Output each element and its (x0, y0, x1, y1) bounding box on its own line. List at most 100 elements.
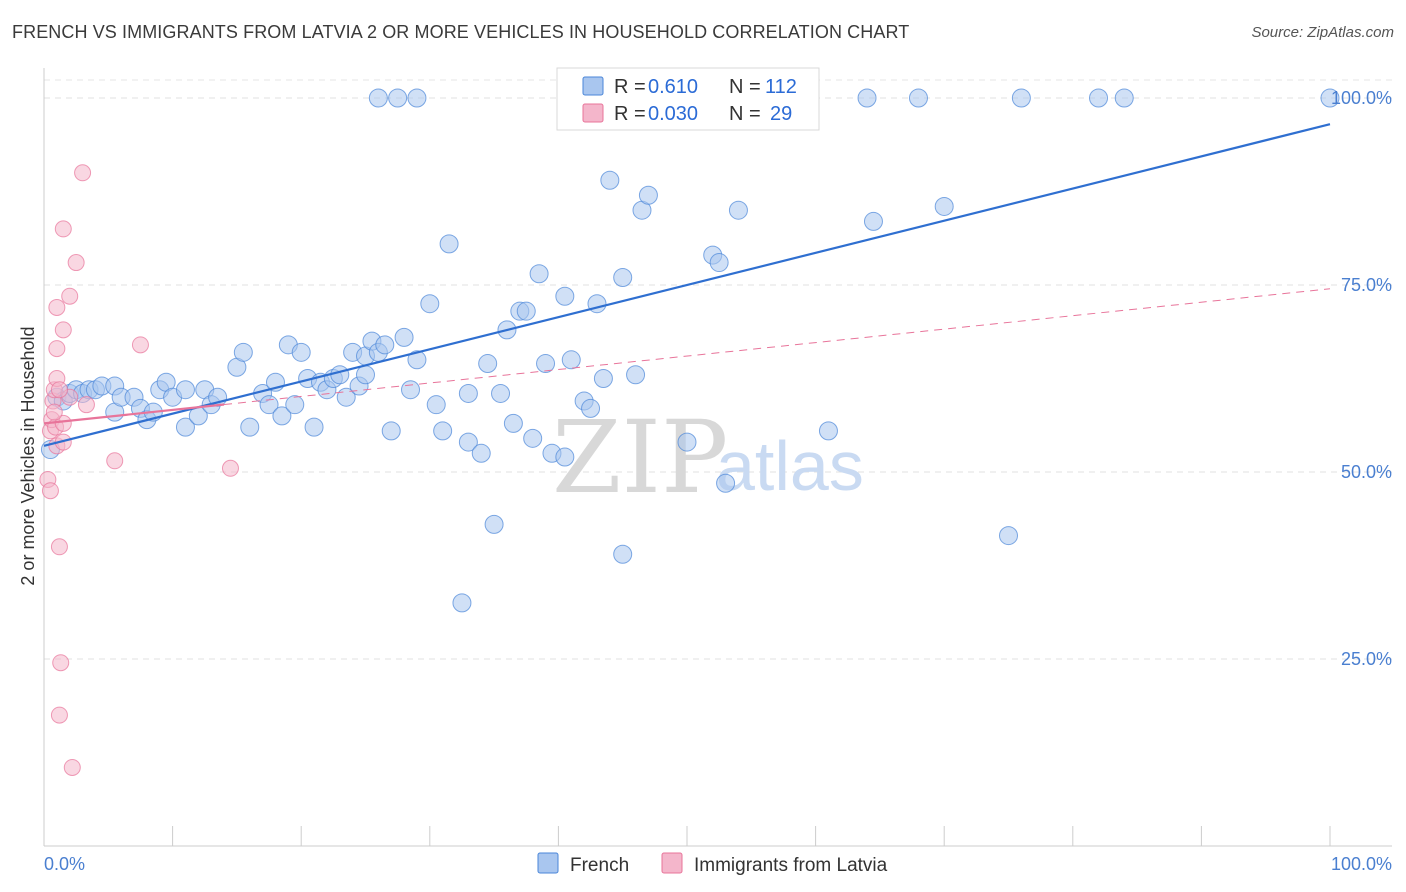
legend-swatch-latvia (582, 103, 604, 123)
point-french (555, 447, 575, 467)
point-french (536, 354, 556, 374)
legend-n-label-latvia: N = (729, 103, 761, 125)
point-latvia (50, 538, 68, 556)
y-tick-label: 75.0% (1341, 275, 1392, 295)
point-french (381, 421, 401, 441)
point-french (433, 421, 453, 441)
point-french (593, 369, 613, 388)
point-french (452, 593, 472, 613)
watermark-zip: ZIP (552, 399, 728, 516)
point-french (175, 417, 195, 437)
point-french (1320, 88, 1340, 108)
point-latvia (63, 758, 81, 776)
point-french (478, 354, 498, 374)
point-french (439, 234, 459, 254)
point-latvia (48, 340, 66, 358)
point-latvia (131, 336, 149, 354)
point-french (291, 342, 311, 362)
legend: R = 0.610 N = 112 R = 0.030 N = 29 (556, 67, 820, 131)
point-french (908, 88, 928, 108)
grid-lines (44, 79, 1392, 660)
point-french (516, 301, 536, 321)
point-latvia (221, 459, 239, 477)
point-latvia (77, 396, 95, 414)
bottom-legend-swatch-french (537, 852, 559, 874)
x-tick-label-min: 0.0% (44, 854, 85, 874)
point-french (407, 350, 427, 370)
point-french (388, 88, 408, 108)
point-latvia (54, 321, 72, 339)
point-french (233, 342, 253, 362)
y-tick-label: 50.0% (1341, 462, 1392, 482)
point-french (555, 286, 575, 306)
watermark-atlas: atlas (716, 427, 864, 505)
point-french (728, 200, 748, 220)
chart-source: Source: ZipAtlas.com (1251, 24, 1394, 41)
point-latvia (45, 403, 63, 421)
point-latvia (61, 287, 79, 305)
trend-line-latvia-solid (43, 403, 225, 425)
point-latvia (54, 220, 72, 238)
legend-n-label-french: N = (729, 76, 761, 98)
point-french (999, 526, 1018, 546)
point-french (304, 417, 324, 437)
point-french (638, 185, 658, 205)
point-french (600, 170, 620, 190)
point-french (259, 395, 279, 415)
point-french (491, 383, 511, 403)
point-french (818, 421, 838, 441)
legend-r-label-french: R = (614, 76, 646, 98)
point-french (368, 88, 388, 108)
y-axis-label: 2 or more Vehicles in Household (18, 326, 38, 585)
point-french (420, 294, 440, 314)
point-french (471, 443, 491, 463)
bottom-legend: French Immigrants from Latvia (537, 852, 888, 876)
trend-line-latvia-dashed (223, 288, 1331, 406)
point-french (1089, 88, 1109, 108)
point-french (863, 211, 883, 231)
legend-n-value-latvia: 29 (770, 103, 792, 125)
point-latvia (54, 414, 72, 432)
tick-labels: 25.0% 50.0% 75.0% 100.0% 0.0% 100.0% (44, 88, 1392, 874)
trend-line-french (43, 123, 1331, 447)
point-french (401, 380, 421, 400)
trend-lines (43, 123, 1331, 447)
point-french (484, 514, 504, 534)
axes (43, 68, 1392, 847)
point-french (458, 432, 478, 452)
x-tick-label-max: 100.0% (1331, 854, 1392, 874)
point-french (503, 413, 523, 433)
point-french (356, 365, 375, 385)
point-french (285, 395, 305, 415)
point-french (613, 268, 633, 288)
point-french (458, 383, 478, 403)
point-french (934, 196, 954, 216)
point-french (561, 350, 581, 370)
y-tick-label: 100.0% (1331, 88, 1392, 108)
point-french (581, 398, 601, 418)
point-french (375, 335, 395, 355)
legend-swatch-french (582, 76, 604, 96)
point-french (709, 253, 729, 273)
point-french (857, 88, 877, 108)
point-latvia (48, 298, 66, 316)
chart-title: FRENCH VS IMMIGRANTS FROM LATVIA 2 OR MO… (12, 22, 910, 42)
point-french (1114, 88, 1134, 108)
bottom-legend-label-french: French (570, 855, 629, 876)
point-latvia (41, 482, 59, 500)
point-french (677, 432, 697, 452)
legend-r-value-latvia: 0.030 (648, 103, 698, 125)
point-latvia (106, 452, 124, 470)
point-latvia (50, 706, 68, 724)
point-french (175, 380, 195, 400)
point-french (1011, 88, 1031, 108)
point-latvia (52, 654, 70, 672)
legend-r-value-french: 0.610 (648, 76, 698, 98)
legend-r-label-latvia: R = (614, 103, 646, 125)
point-french (394, 327, 414, 347)
point-french (272, 406, 292, 426)
point-latvia (74, 164, 92, 182)
point-french (240, 417, 260, 437)
point-french (716, 473, 736, 493)
